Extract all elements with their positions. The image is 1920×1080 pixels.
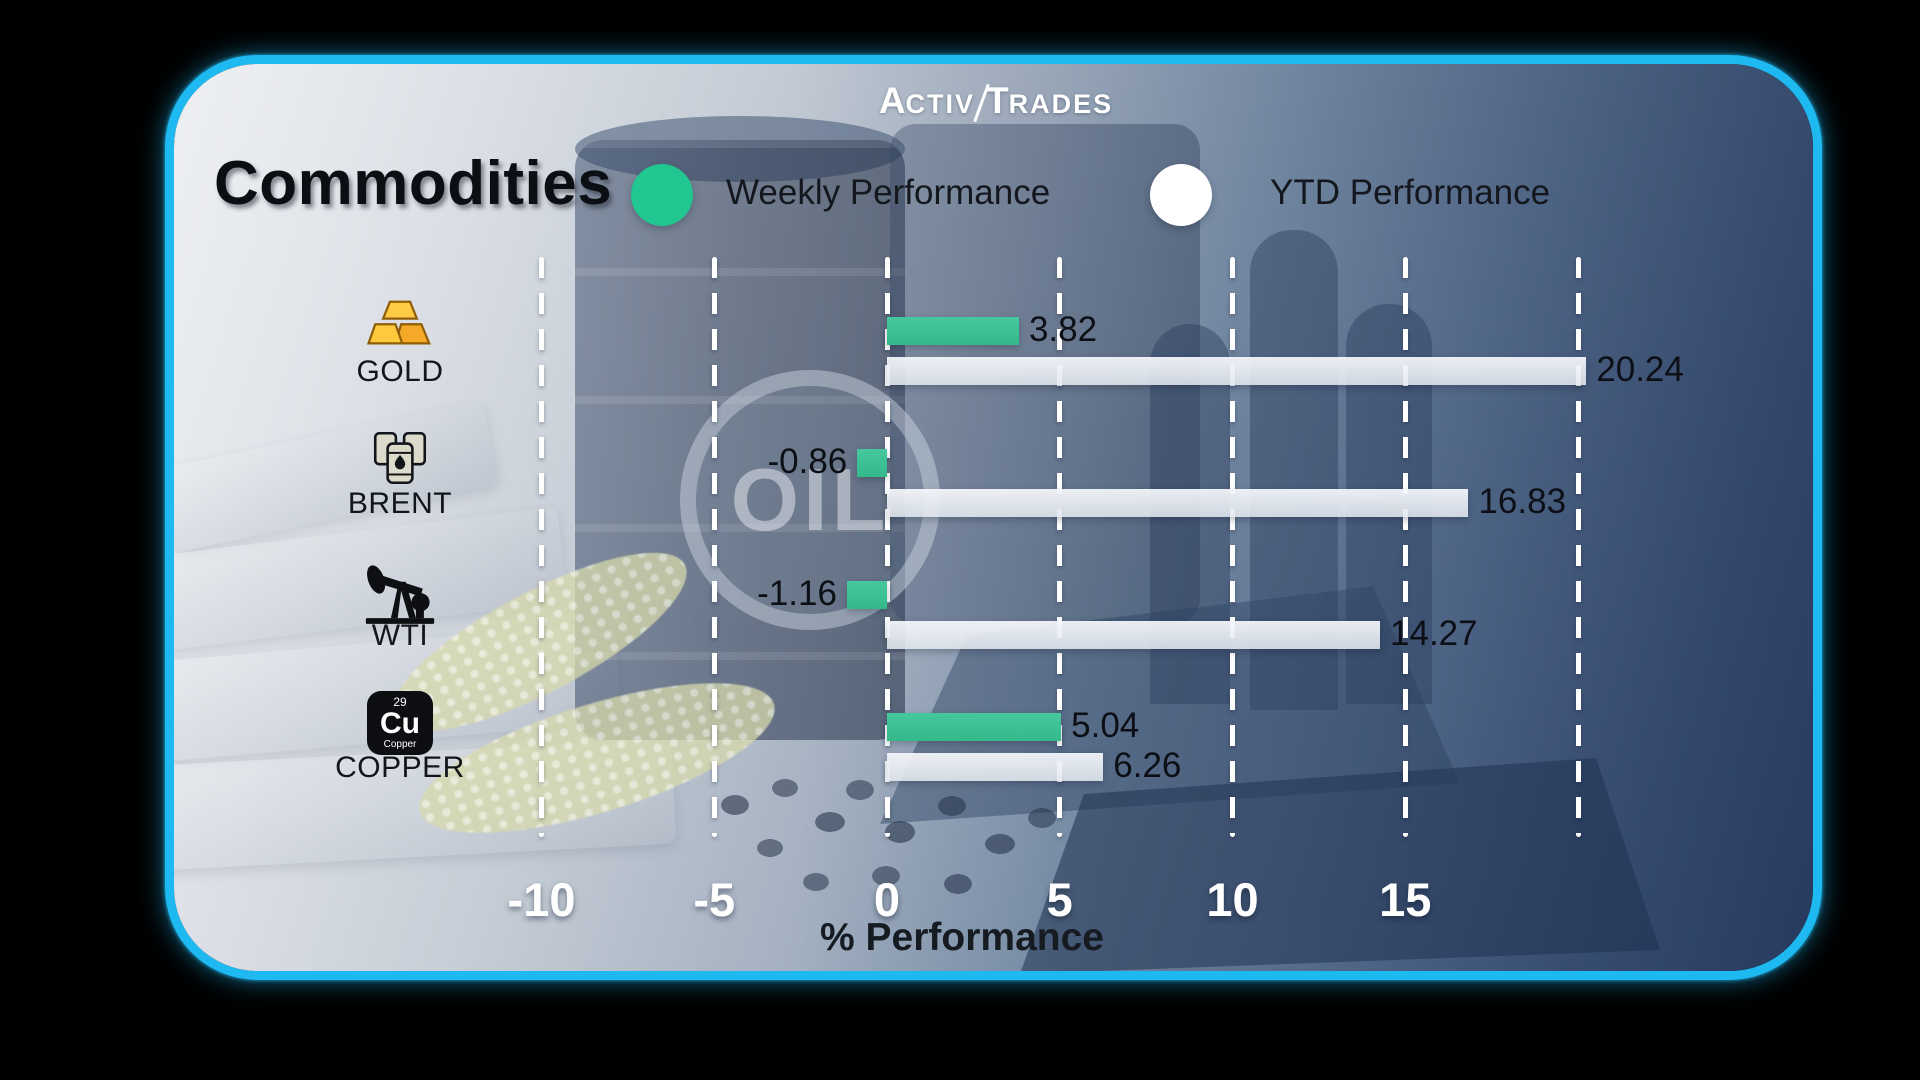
x-axis-title: % Performance: [820, 916, 1104, 959]
commodities-card: OIL Activ Trades Commodities Weekly Perfo…: [165, 55, 1822, 980]
x-tick: 5: [1046, 873, 1073, 926]
x-tick: 15: [1379, 873, 1432, 926]
ytd-bar-copper: [887, 753, 1104, 781]
page-title: Commodities: [214, 149, 613, 218]
ytd-bar-gold: [887, 357, 1587, 385]
ytd-value-label-brent: 16.83: [1478, 482, 1567, 521]
gold-bars-icon: [310, 295, 490, 354]
category-label-brent: BRENT: [347, 487, 453, 520]
grid-line: [539, 257, 544, 837]
grid-line: [1230, 257, 1235, 837]
copper-atomic-number: 29: [393, 695, 407, 709]
grid-line: [1402, 257, 1408, 837]
x-tick: 10: [1206, 873, 1259, 926]
weekly-bar-copper: [887, 713, 1062, 741]
blue-tint-overlay: [174, 64, 1813, 971]
copper-name: Copper: [383, 739, 417, 750]
ytd-bar-wti: [887, 621, 1381, 649]
oil-pump-icon: [310, 559, 490, 630]
weekly-value-label-wti: -1.16: [757, 574, 837, 613]
weekly-value-label-brent: -0.86: [767, 442, 848, 481]
ytd-legend-dot: [1150, 164, 1212, 226]
weekly-bar-wti: [846, 581, 887, 609]
category-label-copper: COPPER: [335, 751, 465, 784]
ytd-value-label-gold: 20.24: [1596, 350, 1684, 389]
copper-element-icon: 29 Cu Copper: [310, 691, 490, 755]
weekly-legend-dot: [631, 164, 693, 226]
x-tick: -10: [507, 873, 576, 926]
weekly-bar-gold: [887, 317, 1019, 345]
weekly-bar-brent: [857, 449, 887, 477]
activtrades-logo: Activ Trades: [878, 80, 1114, 123]
grid-line: [711, 257, 717, 837]
bar-chart-plot-area: -10 -5 0 5 10 15 3.82 20.24 GOLD -0.86 16.83 BRENT -…: [174, 64, 1813, 971]
weekly-value-label-copper: 5.04: [1071, 706, 1140, 745]
category-label-wti: WTI: [371, 619, 429, 652]
weekly-legend-label: Weekly Performance: [726, 173, 1051, 212]
grid-line: [1575, 257, 1581, 837]
ytd-value-label-copper: 6.26: [1113, 746, 1182, 785]
weekly-value-label-gold: 3.82: [1028, 310, 1098, 349]
copper-symbol: Cu: [380, 707, 420, 740]
x-tick: -5: [693, 873, 736, 926]
grid-line: [884, 257, 890, 837]
coffee-beans-decor: [690, 760, 1160, 940]
x-tick: 0: [873, 873, 901, 926]
ytd-value-label-wti: 14.27: [1390, 614, 1478, 653]
oil-barrels-icon: [310, 427, 490, 494]
grid-line: [1057, 257, 1063, 837]
ytd-legend-label: YTD Performance: [1270, 173, 1551, 212]
ytd-bar-brent: [887, 489, 1469, 517]
category-label-gold: GOLD: [356, 355, 444, 388]
